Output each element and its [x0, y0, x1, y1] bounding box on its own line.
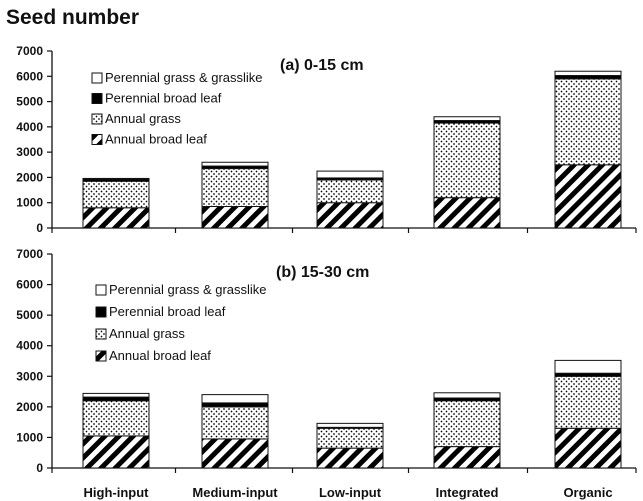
- legend-label-perennial-grass-and-grasslike: Perennial grass & grasslike: [109, 282, 267, 297]
- bar-organic-perennial-grass-and-grasslike: [554, 70, 622, 77]
- y-tick-label: 3000: [16, 369, 43, 383]
- y-tick-label: 2000: [16, 170, 43, 184]
- y-tick-label: 5000: [16, 95, 43, 109]
- legend-swatch-annual-grass: [91, 113, 103, 125]
- figure-title: Seed number: [6, 6, 140, 29]
- bar-high-input-perennial-grass-and-grasslike: [82, 392, 150, 398]
- y-tick-label: 0: [36, 221, 43, 235]
- y-tick-label: 3000: [16, 145, 43, 159]
- y-tick-label: 2000: [16, 400, 43, 414]
- bar-medium-input-annual-grass: [201, 406, 269, 440]
- bar-high-input-perennial-broad-leaf: [82, 396, 150, 402]
- panel-a: 0 1000 2000 3000 4000 5000 6000 7000 (a) 0-15 cm…: [16, 44, 637, 235]
- bar-low-input-annual-grass: [316, 427, 384, 449]
- legend-swatch-perennial-grass-and-grasslike: [91, 72, 103, 84]
- bar-high-input-perennial-grass-and-grasslike: [82, 177, 150, 180]
- legend-label-annual-grass: Annual grass: [105, 111, 181, 126]
- bar-high-input-annual-grass: [82, 180, 150, 209]
- bar-organic-annual-broad-leaf: [554, 427, 622, 469]
- legend-swatch-perennial-broad-leaf: [95, 306, 107, 318]
- bar-medium-input-annual-grass: [201, 168, 269, 208]
- panel-title: (a) 0-15 cm: [280, 57, 364, 74]
- legend-swatch-perennial-grass-and-grasslike: [95, 284, 107, 296]
- legend-label-annual-broad-leaf: Annual broad leaf: [109, 348, 211, 363]
- legend-label-annual-grass: Annual grass: [109, 326, 185, 341]
- y-tick-label: 5000: [16, 308, 43, 322]
- bar-medium-input-perennial-broad-leaf: [201, 402, 269, 408]
- bar-low-input-annual-broad-leaf: [316, 202, 384, 229]
- legend-swatch-annual-broad-leaf: [95, 350, 107, 362]
- bar-integrated-annual-grass: [433, 122, 501, 199]
- y-tick-label: 4000: [16, 339, 43, 353]
- bar-high-input-annual-grass: [82, 400, 150, 437]
- y-tick-label: 7000: [16, 44, 43, 58]
- y-tick-label: 6000: [16, 278, 43, 292]
- bar-high-input-annual-broad-leaf: [82, 435, 150, 469]
- bar-medium-input-annual-broad-leaf: [201, 438, 269, 469]
- legend-label-perennial-broad-leaf: Perennial broad leaf: [109, 304, 226, 319]
- bar-high-input-annual-broad-leaf: [82, 207, 150, 229]
- y-tick-label: 4000: [16, 120, 43, 134]
- x-tick-label-organic: Organic: [563, 485, 612, 500]
- bar-low-input-annual-broad-leaf: [316, 447, 384, 469]
- y-tick-label: 6000: [16, 69, 43, 83]
- bar-medium-input-perennial-grass-and-grasslike: [201, 161, 269, 167]
- bar-low-input-annual-grass: [316, 179, 384, 204]
- bar-organic-annual-grass: [554, 78, 622, 166]
- bar-integrated-annual-broad-leaf: [433, 446, 501, 469]
- legend-swatch-annual-broad-leaf: [91, 134, 103, 145]
- y-tick-label: 7000: [16, 247, 43, 261]
- legend-label-annual-broad-leaf: Annual broad leaf: [105, 132, 207, 147]
- bar-medium-input-perennial-grass-and-grasslike: [201, 394, 269, 404]
- x-tick-label-integrated: Integrated: [436, 485, 499, 500]
- bar-organic-annual-grass: [554, 375, 622, 429]
- x-tick-label-medium-input: Medium-input: [192, 485, 278, 500]
- panel-title: (b) 15-30 cm: [276, 264, 369, 281]
- x-tick-label-high-input: High-input: [84, 485, 150, 500]
- bar-integrated-annual-grass: [433, 400, 501, 448]
- legend-swatch-perennial-broad-leaf: [91, 93, 103, 104]
- bar-integrated-perennial-grass-and-grasslike: [433, 392, 501, 399]
- legend-swatch-annual-grass: [95, 328, 107, 340]
- bar-low-input-perennial-grass-and-grasslike: [316, 422, 384, 428]
- bar-integrated-perennial-grass-and-grasslike: [433, 116, 501, 122]
- legend-label-perennial-grass-and-grasslike: Perennial grass & grasslike: [105, 70, 263, 85]
- bar-low-input-perennial-grass-and-grasslike: [316, 170, 384, 179]
- bar-organic-perennial-grass-and-grasslike: [554, 359, 622, 374]
- bar-organic-annual-broad-leaf: [554, 164, 622, 229]
- x-tick-label-low-input: Low-input: [319, 485, 382, 500]
- y-tick-label: 0: [36, 461, 43, 475]
- bar-integrated-annual-broad-leaf: [433, 197, 501, 229]
- bar-medium-input-annual-broad-leaf: [201, 206, 269, 229]
- y-tick-label: 1000: [16, 196, 43, 210]
- legend-label-perennial-broad-leaf: Perennial broad leaf: [105, 91, 222, 106]
- y-tick-label: 1000: [16, 430, 43, 444]
- panel-b: 0 1000 2000 3000 4000 5000 6000 7000 (b) 15-30 c…: [16, 247, 637, 500]
